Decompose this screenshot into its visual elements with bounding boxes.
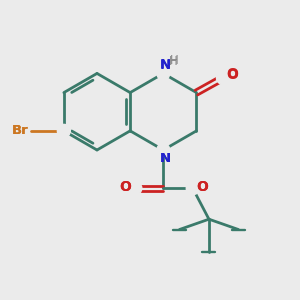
Text: N: N	[160, 152, 171, 165]
Text: N: N	[160, 59, 171, 72]
Text: O: O	[119, 180, 131, 194]
Circle shape	[157, 143, 170, 157]
Text: Br: Br	[12, 124, 28, 137]
Circle shape	[57, 124, 70, 137]
Circle shape	[217, 71, 230, 84]
Text: O: O	[226, 68, 238, 82]
Text: O: O	[196, 180, 208, 194]
Text: O: O	[119, 180, 131, 194]
Text: N: N	[160, 152, 171, 165]
Text: O: O	[196, 180, 208, 194]
Circle shape	[186, 182, 199, 195]
Text: Br: Br	[12, 124, 28, 137]
Text: H: H	[169, 55, 178, 68]
Circle shape	[129, 182, 142, 195]
Text: O: O	[226, 67, 238, 81]
Circle shape	[157, 67, 170, 80]
Text: N: N	[160, 58, 171, 71]
Text: H: H	[169, 54, 178, 67]
